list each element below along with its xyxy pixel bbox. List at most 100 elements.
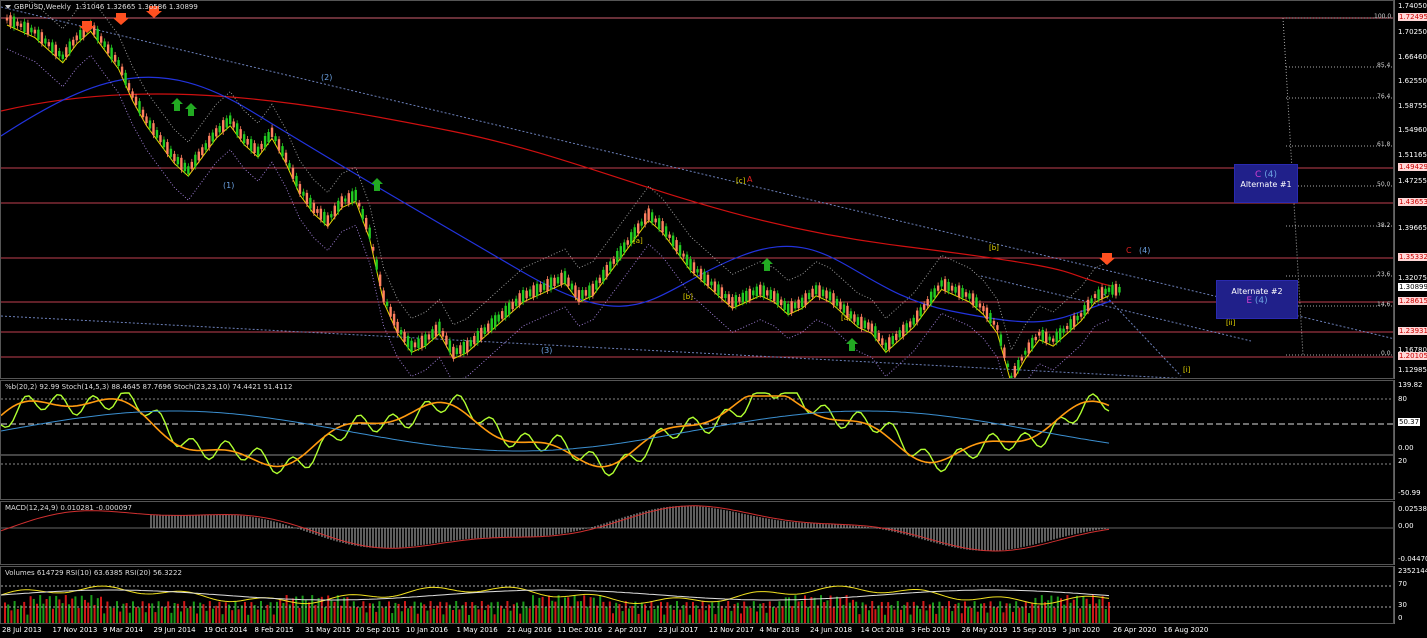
volume-bar (736, 602, 739, 623)
candle-body (553, 277, 556, 286)
price-label: 1.12985 (1398, 366, 1427, 374)
wave-label-b-sub-2: [b] (989, 244, 999, 252)
volume-bar (503, 608, 506, 623)
volume-bar (724, 608, 726, 623)
candle-body (828, 291, 832, 301)
candle-body (1055, 331, 1058, 343)
price-label-hl: 1.23931 (1398, 327, 1427, 335)
volume-bar (1021, 606, 1024, 623)
candle-body (30, 27, 33, 33)
candle-body (640, 221, 643, 226)
stochastic-pane[interactable]: %b(20,2) 92.99 Stoch(14,5,3) 88.4645 87.… (0, 380, 1394, 500)
macd-pane[interactable]: MACD(12,24,9) 0.010281 -0.000097 (0, 501, 1394, 565)
alternate-1-box[interactable]: C (4) Alternate #1 (1234, 164, 1298, 203)
volume-bar (1069, 602, 1072, 623)
candle-body (253, 143, 256, 153)
volume-bar (132, 601, 134, 623)
candle-body (497, 314, 500, 322)
collapse-triangle-icon[interactable] (5, 5, 11, 9)
volume-bar (109, 606, 112, 623)
candle-body (605, 264, 609, 277)
candle-body (441, 331, 445, 337)
volume-bar (676, 601, 678, 623)
candle-body (978, 303, 982, 308)
volume-bar (330, 600, 333, 623)
volume-bar (592, 597, 595, 623)
volume-bar (560, 605, 563, 623)
volume-bar (253, 605, 256, 623)
candle-body (487, 323, 490, 332)
candle-body (385, 301, 389, 306)
volume-bar (260, 601, 262, 623)
fib-14: 14.6 (1377, 301, 1391, 308)
volume-bar (688, 614, 691, 623)
candle-body (675, 240, 678, 252)
volume-rsi-pane[interactable]: Volumes 614729 RSI(10) 63.6385 RSI(20) 5… (0, 566, 1394, 624)
candle-body (567, 277, 570, 287)
candle-body (877, 333, 881, 341)
down-arrow-icon (113, 13, 129, 25)
price-chart-pane[interactable]: GBPUSD,Weekly 1.31046 1.32665 1.30586 1.… (0, 0, 1394, 379)
volume-bar (669, 604, 672, 623)
candle-body (797, 299, 800, 309)
price-label-hl: 1.35332 (1398, 253, 1427, 261)
volume-title: Volumes 614729 RSI(10) 63.6385 RSI(20) 5… (5, 569, 182, 577)
candle-body (354, 189, 357, 201)
candle-body (106, 44, 110, 54)
volume-bar (807, 606, 810, 623)
volume-bar (32, 598, 35, 623)
up-arrow-icon (846, 338, 858, 351)
volume-bar (935, 613, 938, 623)
candle-body (138, 101, 141, 114)
price-label: 1.74050 (1398, 2, 1427, 10)
price-scale[interactable]: 1.74050 1.72495 1.70250 1.66460 1.62550 … (1394, 0, 1427, 379)
volume-bar (1076, 595, 1078, 623)
candle-body (417, 338, 420, 348)
time-label: 20 Sep 2015 (355, 626, 400, 634)
volume-bar (116, 601, 118, 623)
macd-scale-label: 0.00 (1398, 522, 1414, 530)
candle-body (1041, 329, 1044, 341)
candle-body (382, 290, 385, 302)
volume-bar (788, 597, 790, 623)
alternate-2-box[interactable]: Alternate #2 E (4) (1216, 280, 1298, 319)
candle-body (867, 322, 870, 330)
candle-body (1072, 315, 1076, 327)
time-label: 26 May 2019 (961, 626, 1008, 634)
volume-bar (864, 604, 867, 623)
volume-bar (128, 612, 131, 623)
candle-body (748, 288, 752, 301)
candle-body (664, 226, 668, 237)
volume-bar (400, 611, 403, 623)
volume-bar (717, 601, 720, 623)
volume-bar (685, 602, 688, 623)
time-label: 8 Feb 2015 (254, 626, 294, 634)
candle-body (902, 324, 905, 337)
candle-body (141, 109, 145, 118)
candle-body (1118, 286, 1121, 293)
candle-body (511, 301, 514, 310)
candle-body (717, 284, 720, 296)
candle-body (197, 151, 201, 161)
volume-bar (775, 607, 778, 623)
candle-body (525, 290, 528, 299)
volume-bar (119, 611, 122, 623)
candle-body (358, 203, 361, 207)
candle-body (16, 21, 19, 26)
candle-body (309, 197, 312, 209)
volume-bar (336, 595, 339, 623)
volume-bar (772, 606, 774, 623)
volume-bar (151, 603, 154, 623)
volume-bar (68, 604, 70, 623)
volume-bar (148, 603, 150, 623)
candle-body (396, 321, 399, 334)
candle-body (469, 340, 473, 347)
candle-body (445, 335, 448, 345)
fib-85: 85.4 (1377, 62, 1391, 69)
volume-bar (285, 595, 288, 623)
alt2-label: Alternate #2 (1231, 287, 1283, 296)
volume-bar (164, 606, 166, 623)
volume-bar (397, 603, 400, 623)
volume-bar (61, 603, 64, 623)
volume-bar (490, 602, 493, 623)
